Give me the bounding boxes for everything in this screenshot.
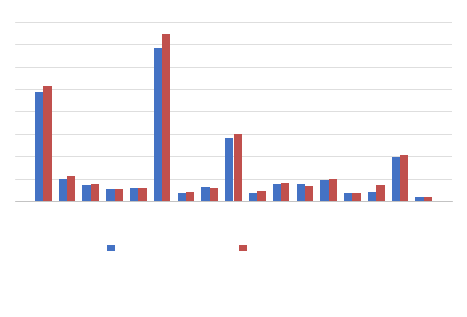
Bar — [186, 192, 194, 201]
Text: 5,410: 5,410 — [119, 170, 138, 188]
Text: 20,362: 20,362 — [405, 133, 427, 155]
Bar — [91, 184, 99, 201]
Text: 9,759: 9,759 — [333, 160, 352, 178]
Text: 19,628: 19,628 — [396, 134, 418, 156]
Text: 28,082: 28,082 — [230, 115, 252, 138]
Text: 48,767: 48,767 — [40, 69, 62, 91]
Bar — [416, 197, 424, 201]
Text: 7,333: 7,333 — [301, 165, 320, 184]
Text: 11,355: 11,355 — [71, 152, 94, 175]
Bar — [368, 192, 376, 201]
Bar — [329, 179, 337, 201]
Bar — [106, 189, 114, 201]
Text: 5,877: 5,877 — [214, 169, 233, 187]
Bar — [130, 188, 138, 201]
Text: 4,108: 4,108 — [373, 172, 391, 191]
Text: 5,708: 5,708 — [134, 169, 153, 187]
Legend: 2021년 국가연구개발투자, 2022년 국가연구개발투자: 2021년 국가연구개발투자, 2022년 국가연구개발투자 — [107, 245, 360, 251]
Bar — [114, 189, 123, 201]
Text: 5,678: 5,678 — [143, 169, 162, 188]
Text: 30,038: 30,038 — [238, 111, 261, 133]
Bar — [210, 188, 218, 201]
Text: 6,218: 6,218 — [206, 168, 225, 186]
Bar — [177, 193, 186, 201]
Bar — [201, 187, 210, 201]
Bar — [281, 183, 290, 201]
Text: 8,121: 8,121 — [286, 164, 304, 182]
Text: 7,656: 7,656 — [277, 165, 296, 183]
Bar — [424, 197, 432, 201]
Bar — [273, 184, 281, 201]
Text: 1,858: 1,858 — [420, 178, 439, 196]
Text: 10,002: 10,002 — [64, 156, 85, 178]
Text: 4,217: 4,217 — [262, 172, 281, 191]
Bar — [400, 155, 408, 201]
Text: 74,698: 74,698 — [167, 11, 189, 33]
Text: 3,654: 3,654 — [349, 173, 368, 192]
Bar — [162, 34, 170, 201]
Bar — [297, 184, 305, 201]
Bar — [83, 185, 91, 201]
Text: 7,168: 7,168 — [87, 165, 106, 184]
Bar — [257, 191, 266, 201]
Text: 3,810: 3,810 — [191, 173, 209, 192]
Bar — [392, 157, 400, 201]
Text: 3,651: 3,651 — [182, 173, 201, 192]
Bar — [138, 188, 147, 201]
Text: 1,884: 1,884 — [428, 178, 447, 196]
Bar — [35, 92, 43, 201]
Bar — [353, 193, 361, 201]
Text: 7,376: 7,376 — [95, 165, 114, 184]
Text: 68,208: 68,208 — [158, 25, 181, 48]
Text: 5,243: 5,243 — [111, 170, 129, 189]
Bar — [234, 134, 242, 201]
Bar — [154, 49, 162, 201]
Text: 6,455: 6,455 — [310, 167, 328, 186]
Text: 3,654: 3,654 — [357, 173, 375, 192]
Text: 51,223: 51,223 — [48, 63, 70, 86]
Bar — [344, 193, 353, 201]
Bar — [67, 176, 75, 201]
Bar — [225, 138, 234, 201]
Text: 3,601: 3,601 — [254, 174, 272, 192]
Bar — [320, 180, 329, 201]
Bar — [43, 86, 51, 201]
Bar — [59, 178, 67, 201]
Bar — [376, 184, 384, 201]
Bar — [249, 193, 257, 201]
Text: 7,271: 7,271 — [381, 165, 399, 184]
Bar — [305, 186, 313, 201]
Text: 9,296: 9,296 — [325, 161, 344, 179]
